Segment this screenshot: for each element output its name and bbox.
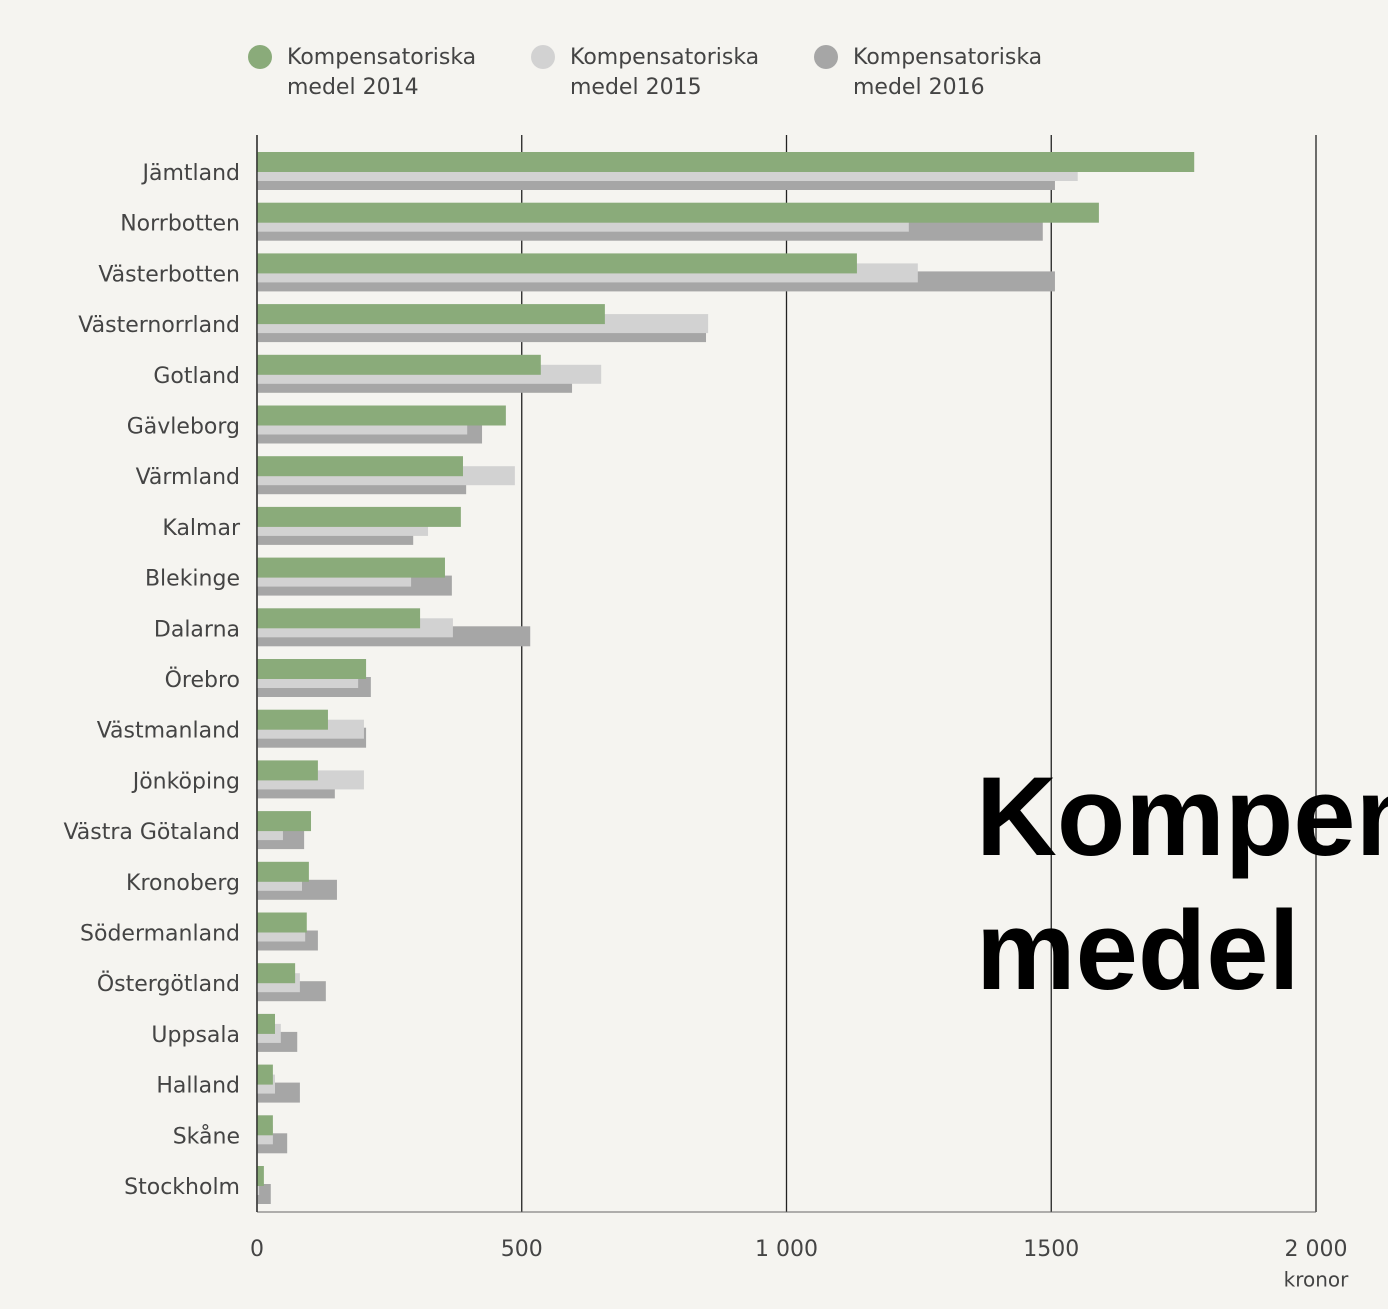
y-tick-label: Dalarna — [154, 617, 240, 642]
y-tick-label: Värmland — [136, 465, 240, 490]
bar — [257, 608, 421, 629]
legend-marker — [531, 45, 555, 69]
x-tick-label: 1 000 — [755, 1237, 818, 1262]
x-tick-label: 1500 — [1023, 1237, 1079, 1262]
bar — [257, 1115, 273, 1136]
bar — [257, 1013, 276, 1034]
y-tick-label: Västmanland — [97, 719, 240, 744]
x-tick-label: 500 — [501, 1237, 543, 1262]
bar — [257, 1166, 264, 1186]
bar — [257, 1184, 271, 1204]
y-tick-label: Gotland — [153, 364, 240, 389]
bar — [257, 405, 506, 426]
y-tick-label: Stockholm — [124, 1175, 240, 1200]
bar — [257, 304, 605, 325]
y-tick-label: Kronoberg — [126, 871, 240, 896]
y-tick-label: Södermanland — [80, 922, 240, 947]
legend-label: Kompensatoriska medel 2015 — [570, 45, 760, 100]
legend-label: Kompensatoriska medel 2016 — [853, 45, 1043, 100]
bar — [257, 659, 367, 679]
bar — [257, 253, 857, 274]
bar — [257, 1064, 273, 1085]
bar — [257, 456, 463, 477]
y-tick-label: Uppsala — [151, 1023, 240, 1048]
bar — [257, 202, 1099, 223]
legend-label: Kompensatoriska medel 2014 — [287, 45, 477, 100]
legend-marker — [248, 45, 272, 69]
bar — [257, 912, 307, 933]
y-tick-label: Gävleborg — [127, 415, 240, 440]
y-tick-label: Västra Götaland — [63, 820, 240, 845]
bar — [257, 557, 445, 578]
bar — [257, 811, 312, 832]
x-tick-label: 0 — [250, 1237, 264, 1262]
y-tick-label: Blekinge — [145, 567, 240, 592]
bar — [257, 709, 328, 730]
bar — [257, 506, 461, 527]
y-tick-label: Jämtland — [140, 161, 240, 186]
bar — [257, 861, 309, 882]
x-axis-label: kronor — [1284, 1268, 1350, 1292]
bar — [257, 152, 1195, 172]
bar — [257, 963, 296, 984]
y-tick-label: Skåne — [173, 1123, 240, 1149]
y-tick-label: Östergötland — [97, 971, 240, 997]
y-tick-label: Örebro — [165, 667, 240, 693]
y-tick-label: Jönköping — [131, 769, 240, 794]
annotation: Kompensatoriska medel — [976, 754, 1388, 1013]
y-tick-label: Norrbotten — [120, 212, 240, 237]
y-tick-label: Kalmar — [162, 516, 241, 541]
x-tick-label: 2 000 — [1285, 1237, 1348, 1262]
bar — [257, 760, 318, 781]
y-tick-label: Västerbotten — [98, 262, 240, 287]
y-tick-label: Västernorrland — [78, 313, 240, 338]
bar — [257, 354, 541, 375]
legend-marker — [814, 45, 838, 69]
y-tick-label: Halland — [156, 1074, 240, 1099]
